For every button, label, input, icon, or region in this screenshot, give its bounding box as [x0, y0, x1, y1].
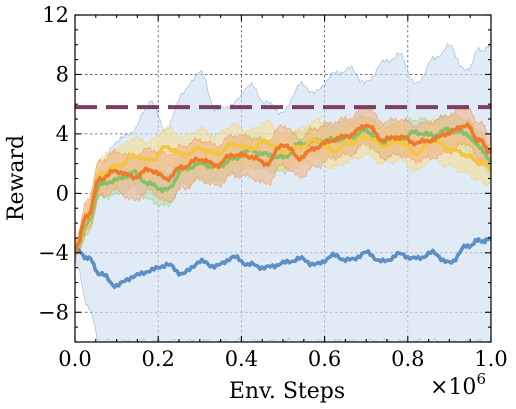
x-tick-label: 1.0 — [474, 347, 507, 371]
series-line-0 — [75, 236, 491, 290]
y-axis-label: Reward — [4, 135, 29, 221]
series-line-3 — [75, 122, 491, 251]
tick-labels: 0.0 0.2 0.4 0.6 0.8 1.0 −8 −4 0 4 8 12 — [38, 3, 508, 371]
y-tick-label: 8 — [56, 62, 69, 86]
x-tick-label: 0.4 — [225, 347, 258, 371]
y-tick-label: 4 — [56, 122, 69, 146]
y-tick-label: −8 — [38, 300, 69, 324]
y-tick-label: 12 — [42, 3, 69, 27]
x-tick-label: 0.0 — [58, 347, 91, 371]
series-lines — [75, 122, 491, 290]
axis-ticks — [74, 14, 492, 343]
x-axis-label: Env. Steps — [229, 379, 345, 404]
confidence-bands — [75, 42, 491, 342]
y-tick-label: 0 — [56, 181, 69, 205]
x-tick-label: 0.2 — [141, 347, 174, 371]
y-tick-label: −4 — [38, 241, 69, 265]
x-tick-label: 0.8 — [391, 347, 424, 371]
series-band-0 — [75, 42, 491, 342]
x-axis-multiplier: ×106 — [430, 370, 486, 400]
x-tick-label: 0.6 — [308, 347, 341, 371]
series-line-2 — [75, 134, 491, 250]
